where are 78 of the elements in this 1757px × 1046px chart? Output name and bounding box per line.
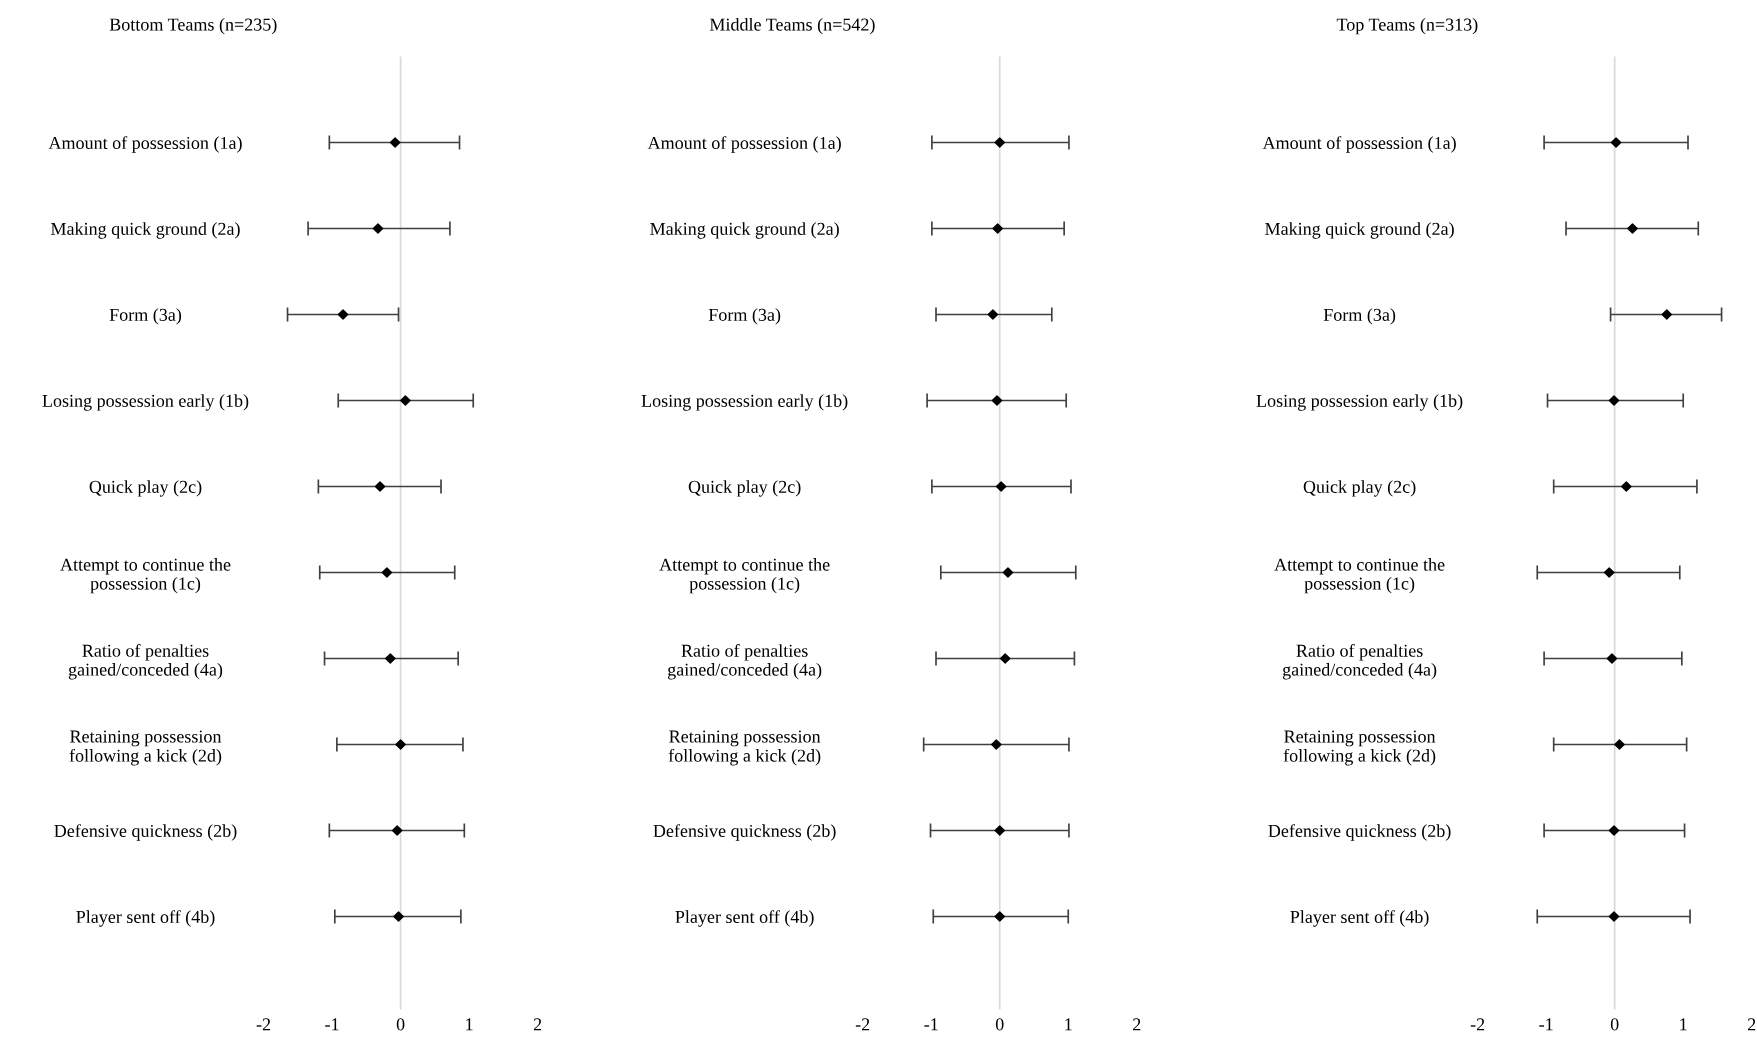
y-tick-label: Losing possession early (1b) — [641, 394, 848, 411]
x-tick-label: -1 — [1539, 1018, 1553, 1031]
x-tick-label: 2 — [533, 1018, 542, 1031]
point — [1621, 481, 1632, 492]
y-tick-label: Defensive quickness (2b) — [653, 824, 836, 841]
y-tick-label: Amount of possession (1a) — [1262, 136, 1456, 153]
point — [389, 137, 401, 148]
x-tick-label: 2 — [1748, 1018, 1756, 1031]
y-tick-label: Attempt to continue the possession (1c) — [1274, 558, 1445, 594]
y-tick-label: Making quick ground (2a) — [1265, 222, 1454, 239]
point — [999, 653, 1011, 664]
x-tick-label: -2 — [855, 1018, 870, 1031]
point — [992, 223, 1003, 234]
point — [991, 739, 1002, 750]
point — [381, 567, 393, 578]
y-tick-label: Retaining possession following a kick (2d) — [1283, 730, 1436, 766]
y-tick-label: Amount of possession (1a) — [48, 136, 242, 153]
chart-title: Bottom Teams (n=235) — [109, 17, 277, 35]
y-tick-label: Retaining possession following a kick (2d) — [668, 730, 821, 766]
y-tick-label: Attempt to continue the possession (1c) — [659, 558, 830, 594]
point — [395, 739, 406, 750]
y-tick-label: Attempt to continue the possession (1c) — [60, 558, 231, 594]
x-tick-label: 1 — [1065, 1018, 1072, 1031]
x-tick-label: 0 — [1610, 1018, 1619, 1031]
point — [1661, 309, 1673, 320]
y-tick-label: Quick play (2c) — [1303, 480, 1416, 497]
y-tick-label: Ratio of penalties gained/conceded (4a) — [1282, 643, 1437, 680]
x-tick-label: -1 — [325, 1018, 339, 1031]
y-tick-label: Quick play (2c) — [89, 480, 202, 497]
point — [391, 825, 403, 836]
point — [987, 309, 999, 320]
point — [994, 911, 1006, 922]
point — [1608, 395, 1620, 406]
y-tick-label: Retaining possession following a kick (2d) — [69, 730, 222, 766]
y-tick-label: Player sent off (4b) — [1290, 910, 1429, 927]
point — [400, 395, 411, 406]
point — [1610, 137, 1622, 148]
x-tick-label: -2 — [1470, 1018, 1485, 1031]
point — [1608, 825, 1620, 836]
point — [995, 481, 1007, 492]
x-tick-label: 0 — [995, 1018, 1004, 1031]
y-tick-label: Defensive quickness (2b) — [54, 824, 237, 841]
x-tick-label: -2 — [256, 1018, 271, 1031]
y-tick-label: Amount of possession (1a) — [647, 136, 841, 153]
point — [1614, 739, 1625, 750]
point — [1002, 567, 1014, 578]
x-tick-label: 0 — [396, 1018, 405, 1031]
y-tick-label: Form (3a) — [708, 308, 781, 325]
x-tick-label: 1 — [1680, 1018, 1687, 1031]
y-tick-label: Form (3a) — [109, 308, 182, 325]
chart-title: Middle Teams (n=542) — [709, 17, 875, 35]
y-tick-label: Quick play (2c) — [688, 480, 801, 497]
y-tick-label: Player sent off (4b) — [675, 910, 814, 927]
x-tick-label: 1 — [466, 1018, 473, 1031]
point — [1608, 911, 1620, 922]
point — [1627, 223, 1638, 234]
point — [374, 481, 386, 492]
y-tick-label: Losing possession early (1b) — [42, 394, 249, 411]
x-tick-label: 2 — [1133, 1018, 1141, 1031]
chart-title: Top Teams (n=313) — [1336, 17, 1478, 35]
point — [991, 395, 1003, 406]
point — [372, 223, 384, 234]
y-tick-label: Defensive quickness (2b) — [1268, 824, 1451, 841]
point — [337, 309, 349, 320]
point — [994, 825, 1006, 836]
y-tick-label: Player sent off (4b) — [76, 910, 215, 927]
point — [1603, 567, 1615, 578]
point — [393, 911, 404, 922]
x-tick-label: -1 — [924, 1018, 938, 1031]
y-tick-label: Ratio of penalties gained/conceded (4a) — [667, 643, 822, 680]
y-tick-label: Losing possession early (1b) — [1256, 394, 1463, 411]
y-tick-label: Form (3a) — [1323, 308, 1396, 325]
point — [994, 137, 1006, 148]
y-tick-label: Making quick ground (2a) — [50, 222, 240, 239]
point — [385, 653, 396, 664]
point — [1606, 653, 1618, 664]
y-tick-label: Ratio of penalties gained/conceded (4a) — [68, 643, 223, 680]
y-tick-label: Making quick ground (2a) — [650, 222, 839, 239]
